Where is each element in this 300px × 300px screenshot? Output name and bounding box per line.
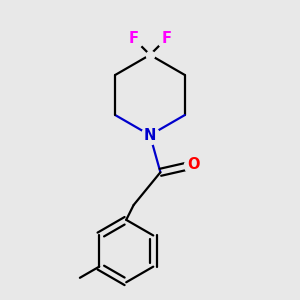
Text: N: N	[144, 128, 156, 142]
Text: F: F	[129, 31, 139, 46]
Text: F: F	[161, 31, 171, 46]
Text: O: O	[187, 158, 199, 172]
